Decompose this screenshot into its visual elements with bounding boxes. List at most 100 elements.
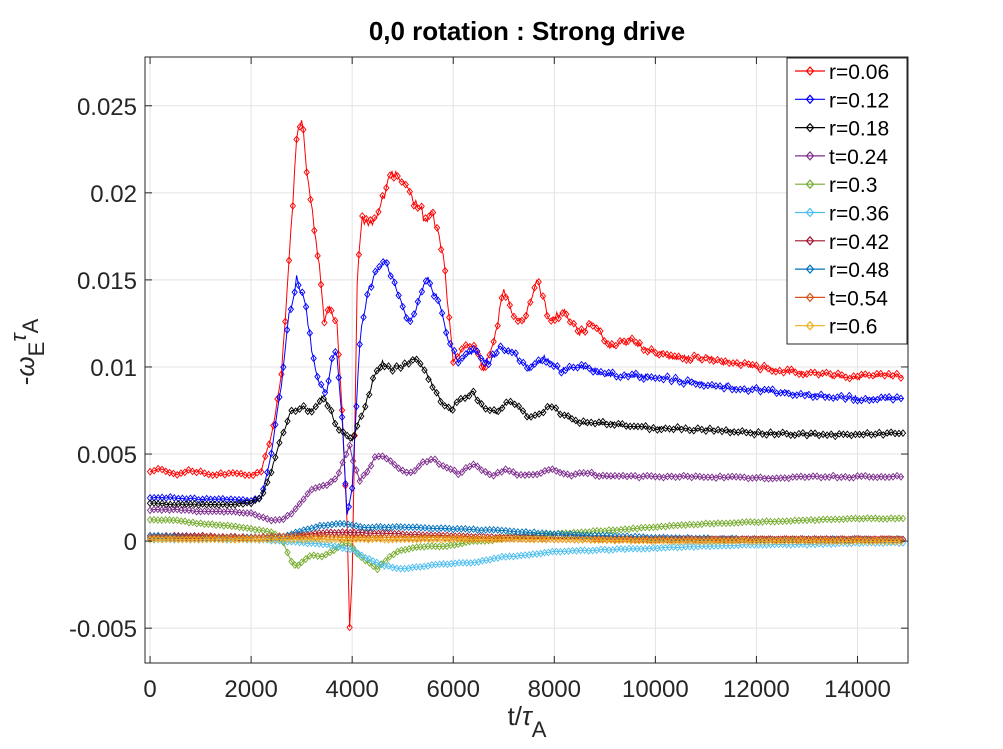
marker-r=0.12-174	[485, 360, 492, 369]
marker-r=0.12-134	[407, 317, 414, 326]
marker-r=0.3-40	[224, 521, 231, 530]
marker-r=0.48-226	[603, 531, 611, 540]
legend-entry-r=0.42: r=0.42	[795, 231, 889, 254]
marker-r=0.12-128	[395, 291, 402, 300]
marker-r=0.18-316	[779, 428, 786, 437]
marker-r=0.48-210	[571, 530, 578, 539]
marker-t=0.24-176	[490, 471, 497, 480]
marker-r=0.3-358	[852, 514, 859, 523]
marker-r=0.12-268	[668, 377, 675, 386]
marker-t=0.24-184	[506, 467, 513, 475]
marker-r=0.6-46	[239, 535, 247, 544]
marker-r=0.6-334	[821, 537, 828, 546]
marker-t=0.24-146	[431, 455, 439, 464]
marker-t=0.24-36	[216, 507, 224, 516]
marker-r=0.06-42	[229, 468, 237, 477]
marker-r=0.06-110	[359, 212, 366, 220]
marker-r=0.6-122	[393, 535, 400, 544]
marker-r=0.18-128	[401, 359, 408, 368]
marker-r=0.06-84	[311, 226, 318, 235]
y-axis-label: -ωEτA	[6, 318, 49, 385]
marker-r=0.18-208	[565, 412, 572, 420]
marker-r=0.3-146	[432, 542, 439, 551]
marker-t=0.54-260	[672, 535, 679, 544]
marker-r=0.6-184	[518, 535, 526, 544]
marker-t=0.24-20	[185, 506, 193, 515]
marker-r=0.06-304	[741, 358, 748, 367]
marker-r=0.12-326	[785, 389, 792, 398]
marker-r=0.6-40	[227, 535, 235, 544]
marker-r=0.12-226	[586, 364, 593, 373]
marker-r=0.06-154	[446, 313, 453, 322]
marker-r=0.48-180	[510, 527, 518, 536]
marker-t=0.54-172	[494, 534, 501, 543]
marker-r=0.06-174	[486, 350, 493, 359]
x-tick-label-2: 4000	[325, 676, 378, 703]
marker-r=0.06-10	[166, 468, 173, 477]
marker-t=0.24-330	[797, 472, 805, 481]
marker-r=0.06-224	[585, 319, 593, 328]
marker-r=0.06-352	[834, 369, 842, 378]
marker-t=0.24-226	[588, 468, 595, 477]
marker-t=0.24-150	[439, 461, 447, 470]
marker-r=0.36-92	[331, 542, 338, 551]
marker-t=0.24-286	[708, 473, 716, 482]
marker-r=0.18-280	[706, 424, 714, 433]
marker-r=0.12-288	[708, 380, 716, 389]
marker-r=0.6-154	[458, 535, 465, 543]
marker-r=0.3-50	[244, 524, 251, 532]
marker-r=0.18-318	[783, 429, 790, 438]
series-r=0.06	[146, 120, 905, 632]
marker-r=0.3-114	[370, 562, 377, 571]
marker-r=0.12-210	[554, 362, 561, 370]
marker-t=0.54-302	[757, 535, 764, 543]
marker-r=0.12-264	[660, 375, 667, 384]
legend-label-r=0.18: r=0.18	[829, 118, 889, 141]
marker-r=0.18-126	[397, 364, 404, 373]
marker-r=0.18-122	[389, 367, 396, 375]
marker-r=0.6-370	[893, 537, 901, 546]
legend-marker-r=0.6	[805, 320, 815, 331]
marker-r=0.12-244	[621, 371, 628, 380]
marker-r=0.18-148	[441, 401, 448, 410]
marker-r=0.12-70	[287, 305, 295, 314]
marker-r=0.12-276	[684, 376, 691, 384]
marker-t=0.24-336	[809, 472, 817, 481]
marker-r=0.06-6	[158, 465, 166, 474]
marker-r=0.6-142	[433, 535, 441, 543]
marker-r=0.06-270	[675, 352, 682, 361]
marker-r=0.18-6	[159, 499, 166, 508]
marker-r=0.6-16	[179, 535, 186, 544]
marker-r=0.6-292	[737, 536, 744, 545]
marker-r=0.48-216	[583, 531, 590, 540]
marker-r=0.36-270	[682, 542, 689, 551]
marker-r=0.12-224	[582, 361, 589, 370]
marker-r=0.18-342	[832, 432, 839, 441]
marker-t=0.54-176	[502, 534, 509, 543]
marker-t=0.24-228	[592, 471, 599, 480]
marker-r=0.06-302	[737, 361, 745, 370]
marker-r=0.18-264	[674, 422, 681, 431]
marker-r=0.12-158	[455, 358, 462, 367]
marker-t=0.54-350	[853, 535, 860, 543]
marker-t=0.24-122	[383, 454, 390, 463]
marker-r=0.12-282	[696, 380, 703, 389]
marker-r=0.06-284	[702, 353, 710, 362]
marker-r=0.12-318	[769, 385, 776, 394]
marker-r=0.48-126	[401, 523, 408, 532]
marker-r=0.18-54	[256, 494, 263, 503]
marker-r=0.12-206	[546, 359, 554, 368]
marker-r=0.12-324	[781, 388, 788, 397]
marker-r=0.6-256	[664, 536, 671, 545]
y-tick-label-3: 0.01	[90, 355, 137, 382]
marker-t=0.24-142	[423, 457, 431, 466]
marker-t=0.24-54	[251, 510, 259, 519]
marker-r=0.48-124	[397, 522, 404, 531]
marker-r=0.18-268	[682, 424, 689, 433]
marker-r=0.06-210	[559, 309, 566, 317]
marker-t=0.24-274	[684, 472, 691, 481]
marker-r=0.12-104	[348, 484, 356, 493]
legend-label-r=0.3: r=0.3	[829, 174, 877, 197]
marker-t=0.24-90	[323, 481, 331, 490]
marker-r=0.06-136	[410, 201, 417, 210]
